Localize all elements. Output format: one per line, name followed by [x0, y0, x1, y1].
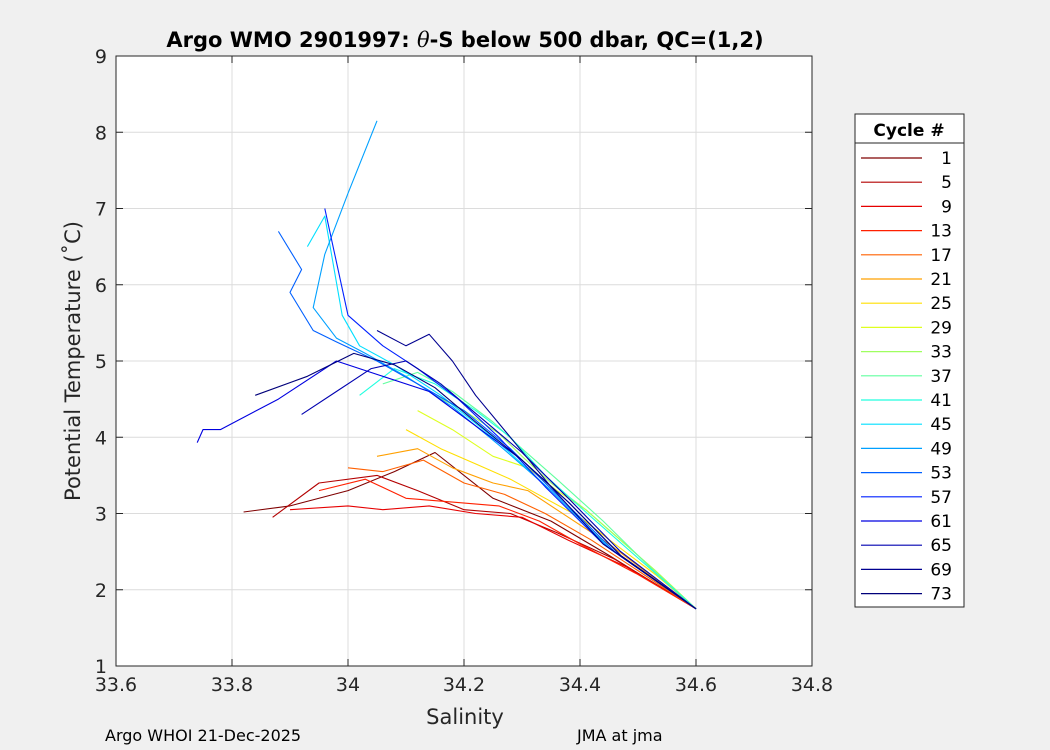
legend-label: 45	[930, 415, 952, 435]
legend-label: 41	[930, 391, 952, 411]
chart-title: Argo WMO 2901997: θ-S below 500 dbar, QC…	[166, 28, 763, 52]
legend-label: 73	[930, 585, 952, 605]
legend-title: Cycle #	[873, 121, 944, 141]
legend-label: 33	[930, 343, 952, 363]
y-tick-label: 4	[95, 427, 107, 449]
series-line-cycle-57	[324, 208, 697, 610]
footer-source: Argo WHOI 21-Dec-2025	[105, 726, 302, 745]
legend-label: 21	[930, 270, 952, 290]
legend-entries: 1 5 9 13 17 21 25 29 33 37 41 45 49 53 57 61 65 69 73	[861, 149, 952, 605]
grid	[116, 56, 812, 666]
series-line-cycle-49	[312, 120, 697, 610]
footer-credit: JMA at jma	[577, 726, 663, 745]
legend-label: 5	[941, 173, 952, 193]
series-line-cycle-1	[243, 451, 697, 610]
series-line-cycle-21	[376, 448, 697, 610]
y-tick-label: 3	[95, 504, 107, 526]
series-line-cycle-73	[255, 352, 697, 610]
y-tick-label: 1	[95, 656, 107, 678]
legend-label: 37	[930, 367, 952, 387]
legend-label: 1	[941, 149, 952, 169]
legend-box	[854, 113, 965, 608]
title-suffix: -S below 500 dbar, QC=(1,2)	[430, 28, 764, 52]
x-tick-label: 34.8	[791, 674, 833, 696]
x-tick-label: 34.6	[675, 674, 717, 696]
series-line-cycle-5	[272, 474, 697, 610]
title-prefix: Argo WMO 2901997:	[166, 28, 417, 52]
legend-label: 29	[930, 318, 952, 338]
legend-label: 13	[930, 222, 952, 242]
legend-label: 25	[930, 294, 952, 314]
y-axis-label: Potential Temperature (˚C)	[61, 221, 85, 501]
y-tick-label: 6	[95, 275, 107, 297]
legend-label: 69	[930, 560, 952, 580]
y-tick-label: 9	[95, 46, 107, 68]
legend-label: 17	[930, 246, 952, 266]
title-theta: θ	[417, 28, 430, 52]
series-lines	[196, 120, 697, 610]
x-tick-label: 33.8	[211, 674, 253, 696]
legend-label: 9	[941, 197, 952, 217]
legend-label: 49	[930, 439, 952, 459]
x-tick-label: 33.6	[95, 674, 137, 696]
legend-label: 65	[930, 536, 952, 556]
x-tick-label: 34.2	[443, 674, 485, 696]
y-tick-label: 7	[95, 199, 107, 221]
series-line-cycle-17	[347, 459, 697, 610]
series-line-cycle-65	[301, 360, 697, 610]
series-line-cycle-25	[405, 429, 697, 610]
legend-label: 53	[930, 464, 952, 484]
legend: Cycle # 1 5 9 13 17 21 25 29 33 37 41 45 49 53 57 61 65 6…	[854, 113, 965, 608]
y-tick-label: 8	[95, 122, 107, 144]
x-axis-label: Salinity	[426, 705, 504, 729]
legend-label: 57	[930, 488, 952, 508]
legend-label: 61	[930, 512, 952, 532]
x-tick-label: 34.4	[559, 674, 601, 696]
series-line-cycle-37	[382, 371, 697, 610]
y-tick-label: 2	[95, 580, 107, 602]
x-tick-label: 34	[336, 674, 360, 696]
y-tick-label: 5	[95, 351, 107, 373]
series-line-cycle-13	[318, 478, 697, 610]
series-line-cycle-69	[376, 330, 697, 610]
